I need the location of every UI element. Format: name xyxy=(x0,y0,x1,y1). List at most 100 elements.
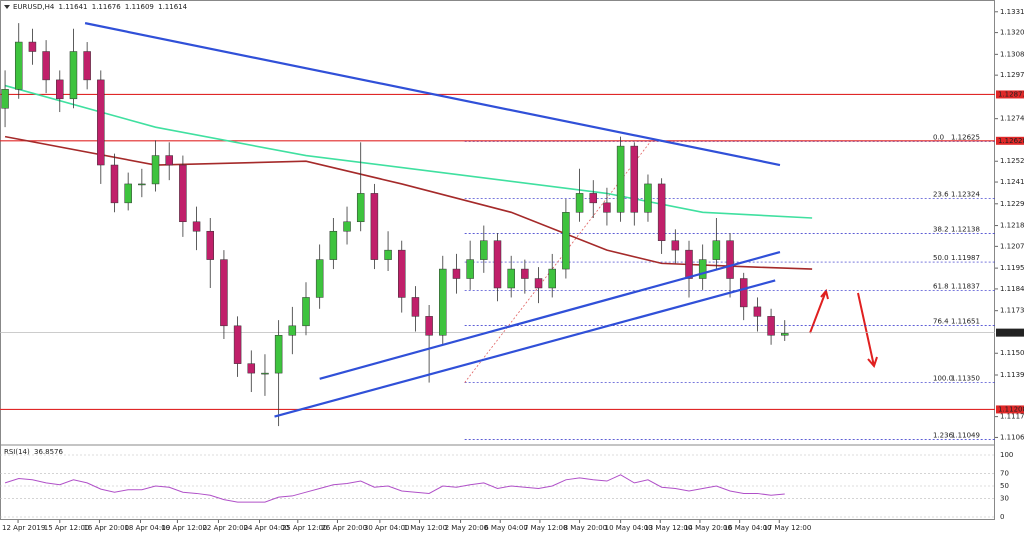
fib-price: 1.12324 xyxy=(951,190,980,198)
candle-body xyxy=(69,51,78,100)
trendline xyxy=(84,22,781,167)
candle-body xyxy=(589,193,598,204)
level-box xyxy=(996,405,1024,414)
candle-body xyxy=(644,183,652,213)
fib-ratio: 23.6 xyxy=(933,190,949,198)
candle-body xyxy=(110,164,119,204)
y-tick-label: 1.11060 xyxy=(1000,433,1024,441)
candle-body xyxy=(247,363,256,374)
high-price: 1.11676 xyxy=(92,3,121,11)
candle-body xyxy=(179,164,187,223)
y-tick-label: 1.12410 xyxy=(1000,178,1024,186)
fib-ratio: 0.0 xyxy=(933,133,944,141)
candle-body xyxy=(384,249,392,260)
fib-ratio: 38.2 xyxy=(933,225,949,233)
fib-ratio: 76.4 xyxy=(933,318,949,326)
level-box xyxy=(996,136,1024,145)
y-tick-label: 1.11505 xyxy=(1000,349,1024,357)
open-price: 1.11641 xyxy=(59,3,88,11)
candle-body xyxy=(274,335,283,374)
candle-body xyxy=(548,268,556,289)
y-tick-label: 1.13200 xyxy=(1000,29,1024,37)
x-tick-label: 14 May 20:00 xyxy=(684,524,732,532)
candle-body xyxy=(14,41,23,90)
candle-body xyxy=(42,51,50,81)
candle-body xyxy=(370,193,379,260)
candle-body xyxy=(1,89,9,109)
candle-body xyxy=(288,325,297,336)
x-tick-label: 2 May 20:00 xyxy=(445,524,489,532)
rsi-tick-label: 0 xyxy=(1000,513,1004,521)
x-tick-label: 15 Apr 12:00 xyxy=(44,524,90,532)
x-tick-label: 26 Apr 20:00 xyxy=(321,524,367,532)
price-box xyxy=(996,328,1024,337)
chart-header: EURUSD,H4 1.11641 1.11676 1.11609 1.1161… xyxy=(13,3,188,11)
candle-body xyxy=(726,240,734,279)
y-tick-label: 1.13085 xyxy=(1000,50,1024,58)
fib-price: 1.11651 xyxy=(951,318,980,326)
x-tick-label: 12 Apr 2019 xyxy=(2,524,45,532)
fib-price: 1.11350 xyxy=(951,375,980,383)
y-tick-label: 1.12070 xyxy=(1000,242,1024,250)
candle-body xyxy=(315,259,324,298)
candle-body xyxy=(739,278,748,308)
x-tick-label: 16 Apr 20:00 xyxy=(83,524,129,532)
candle-body xyxy=(220,259,228,327)
arrow-down xyxy=(857,292,878,368)
candle-body xyxy=(575,193,584,213)
candle-body xyxy=(192,221,201,232)
y-tick-label: 1.12180 xyxy=(1000,222,1024,230)
y-tick-label: 1.12975 xyxy=(1000,71,1024,79)
candle-body xyxy=(521,268,529,279)
fib-price: 1.12625 xyxy=(951,133,980,141)
x-tick-label: 13 May 12:00 xyxy=(644,524,692,532)
rsi-tick-label: 70 xyxy=(1000,470,1009,478)
candle-body xyxy=(657,183,666,241)
x-tick-label: 24 Apr 04:00 xyxy=(243,524,289,532)
fib-ratio: 1.236 xyxy=(933,432,954,440)
candle-body xyxy=(97,79,105,166)
x-tick-label: 1 May 12:00 xyxy=(404,524,448,532)
candle-body xyxy=(83,51,91,81)
candle-body xyxy=(630,145,639,213)
y-tick-label: 1.11955 xyxy=(1000,264,1024,272)
candle-body xyxy=(356,193,365,223)
rsi-value: 36.8576 xyxy=(34,448,63,456)
y-tick-label: 1.11730 xyxy=(1000,307,1024,315)
x-tick-label: 16 May 04:00 xyxy=(724,524,772,532)
candle-body xyxy=(698,259,707,279)
rsi-tick-label: 100 xyxy=(1000,451,1013,459)
rsi-label: RSI(14) xyxy=(4,448,30,456)
rsi-header: RSI(14) 36.8576 xyxy=(4,448,63,456)
trendline xyxy=(319,250,781,380)
candle-body xyxy=(534,278,543,289)
candle-body xyxy=(397,249,406,298)
fib-ratio: 61.8 xyxy=(933,282,949,290)
x-tick-label: 7 May 12:00 xyxy=(524,524,568,532)
candle-body xyxy=(562,212,570,270)
candle-body xyxy=(261,372,269,375)
symbol: EURUSD,H4 xyxy=(13,3,55,11)
y-tick-label: 1.12520 xyxy=(1000,157,1024,165)
candle-body xyxy=(493,240,502,289)
candle-body xyxy=(781,333,789,336)
x-tick-label: 25 Apr 12:00 xyxy=(282,524,328,532)
level-label: 1.11208 xyxy=(998,405,1024,413)
x-tick-label: 17 May 12:00 xyxy=(763,524,811,532)
y-tick-label: 1.11390 xyxy=(1000,371,1024,379)
x-tick-label: 19 Apr 12:00 xyxy=(161,524,207,532)
y-tick-label: 1.12295 xyxy=(1000,200,1024,208)
low-price: 1.11609 xyxy=(125,3,154,11)
candle-body xyxy=(480,240,488,260)
candle-body xyxy=(685,249,693,279)
candle-body xyxy=(124,183,132,204)
symbol-icon xyxy=(4,5,10,9)
y-tick-label: 1.12745 xyxy=(1000,115,1024,123)
candle-body xyxy=(302,297,310,327)
candle-body xyxy=(165,155,173,166)
x-tick-label: 18 Apr 04:00 xyxy=(124,524,170,532)
rsi-tick-label: 30 xyxy=(1000,494,1009,502)
fib-ratio: 100.0 xyxy=(933,375,953,383)
arrow-up xyxy=(809,288,829,334)
